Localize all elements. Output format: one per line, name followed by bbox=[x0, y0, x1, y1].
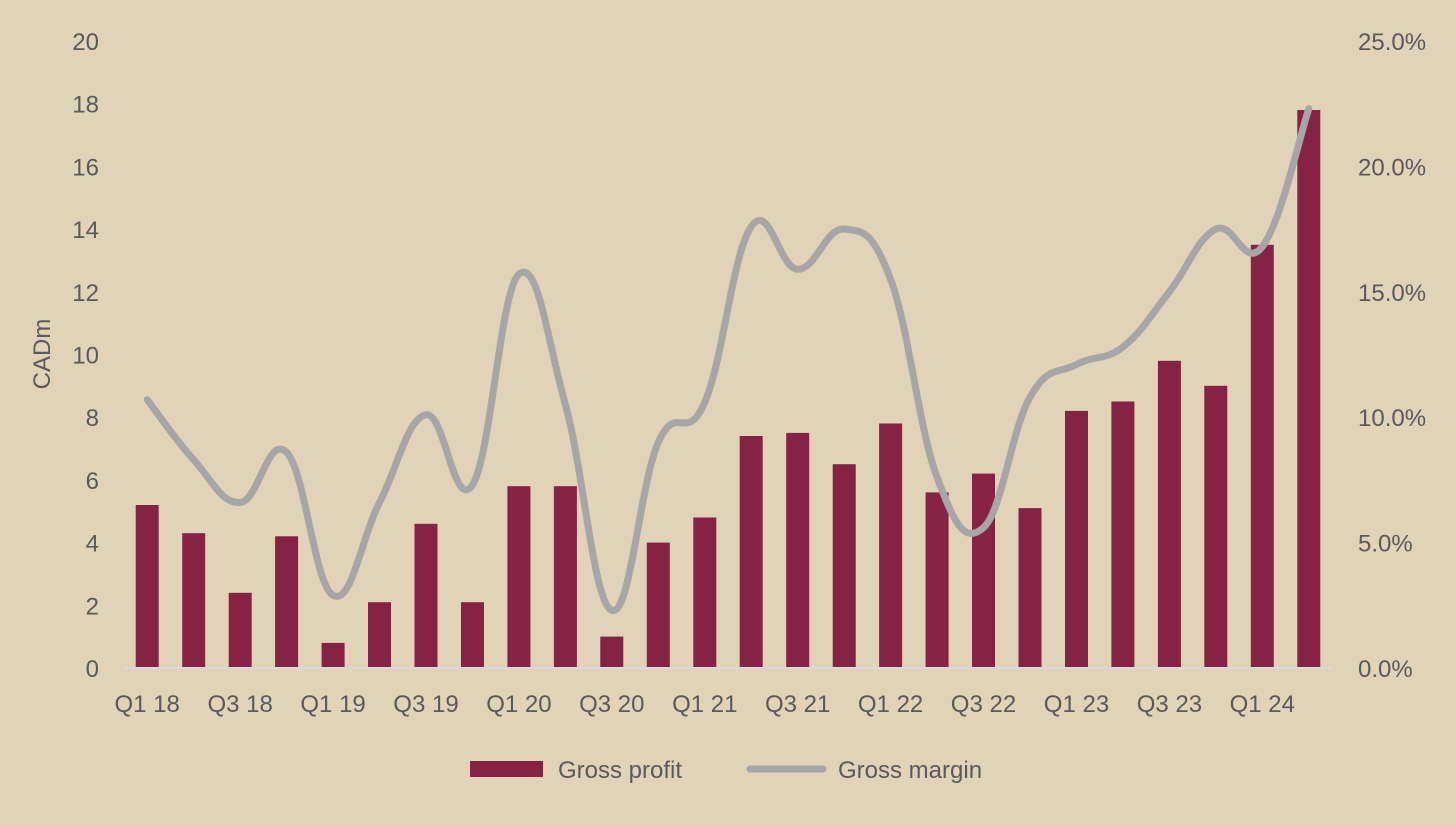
legend: Gross profit Gross margin bbox=[470, 757, 982, 784]
bar-q1-19 bbox=[321, 642, 345, 668]
right-y-tick-label: 5.0% bbox=[1358, 531, 1413, 558]
bar-q1-21 bbox=[693, 517, 717, 668]
bar-q3-23 bbox=[1157, 360, 1181, 668]
bar-q4-22 bbox=[1018, 508, 1042, 668]
x-tick-label: Q1 18 bbox=[115, 691, 180, 718]
right-y-tick-label: 15.0% bbox=[1358, 280, 1426, 307]
right-y-axis-ticks: 0.0% 5.0% 10.0% 15.0% 20.0% 25.0% bbox=[1358, 29, 1426, 683]
x-tick-label: Q3 22 bbox=[951, 691, 1016, 718]
bar-q3-20 bbox=[600, 636, 624, 668]
left-y-tick-label: 4 bbox=[86, 531, 99, 558]
line-series-gross-margin bbox=[143, 105, 1313, 614]
legend-label-gross-profit: Gross profit bbox=[558, 757, 682, 784]
bar-q2-18 bbox=[182, 533, 206, 668]
right-y-tick-label: 10.0% bbox=[1358, 405, 1426, 432]
bar-series-gross-profit bbox=[135, 110, 1321, 669]
bar-q4-21 bbox=[832, 464, 856, 668]
left-y-tick-label: 20 bbox=[72, 29, 99, 56]
y-axis-title: CADm bbox=[29, 319, 56, 390]
bar-q2-19 bbox=[368, 602, 391, 668]
x-tick-label: Q1 22 bbox=[858, 691, 923, 718]
bar-q1-23 bbox=[1065, 410, 1088, 668]
left-y-tick-label: 12 bbox=[72, 280, 99, 307]
right-y-tick-label: 25.0% bbox=[1358, 29, 1426, 56]
left-y-tick-label: 14 bbox=[72, 217, 99, 244]
legend-label-gross-margin: Gross margin bbox=[838, 757, 982, 784]
bar-q3-22 bbox=[972, 473, 995, 668]
bar-q3-21 bbox=[786, 432, 810, 668]
x-tick-label: Q3 19 bbox=[393, 691, 458, 718]
x-tick-label: Q1 21 bbox=[672, 691, 737, 718]
x-tick-label: Q3 20 bbox=[579, 691, 644, 718]
bar-q2-23 bbox=[1111, 401, 1135, 668]
bar-q2-22 bbox=[925, 492, 949, 668]
x-tick-label: Q1 19 bbox=[300, 691, 365, 718]
legend-swatch-gross-profit bbox=[470, 761, 543, 777]
right-y-tick-label: 20.0% bbox=[1358, 154, 1426, 181]
left-y-tick-label: 6 bbox=[86, 468, 99, 495]
bar-q1-20 bbox=[507, 486, 531, 668]
left-y-tick-label: 8 bbox=[86, 405, 99, 432]
bar-q3-19 bbox=[414, 523, 438, 668]
x-tick-label: Q1 23 bbox=[1044, 691, 1109, 718]
x-tick-label: Q1 20 bbox=[486, 691, 551, 718]
bar-q2-20 bbox=[553, 486, 577, 668]
bar-q2-24 bbox=[1297, 110, 1321, 668]
bar-q4-19 bbox=[461, 602, 484, 668]
bar-q1-24 bbox=[1250, 244, 1274, 669]
bar-q4-18 bbox=[275, 536, 299, 668]
x-axis-ticks: Q1 18 Q3 18 Q1 19 Q3 19 Q1 20 Q3 20 Q1 21 Q3 21… bbox=[115, 691, 1295, 718]
bar-q4-20 bbox=[646, 542, 670, 668]
left-y-tick-label: 10 bbox=[72, 343, 99, 370]
bar-q2-21 bbox=[739, 436, 763, 668]
left-y-tick-label: 0 bbox=[86, 656, 99, 683]
left-y-tick-label: 18 bbox=[72, 92, 99, 119]
left-y-tick-label: 16 bbox=[72, 154, 99, 181]
x-tick-label: Q3 21 bbox=[765, 691, 830, 718]
left-y-tick-label: 2 bbox=[86, 593, 99, 620]
x-tick-label: Q1 24 bbox=[1230, 691, 1295, 718]
right-y-tick-label: 0.0% bbox=[1358, 656, 1413, 683]
bar-q1-22 bbox=[879, 423, 903, 668]
left-y-axis-ticks: 0 2 4 6 8 10 12 14 16 18 20 bbox=[72, 29, 99, 683]
x-tick-label: Q3 23 bbox=[1137, 691, 1202, 718]
x-tick-label: Q3 18 bbox=[208, 691, 273, 718]
bar-q3-18 bbox=[228, 592, 252, 668]
bar-q1-18 bbox=[135, 505, 159, 668]
bar-q4-23 bbox=[1204, 385, 1228, 668]
